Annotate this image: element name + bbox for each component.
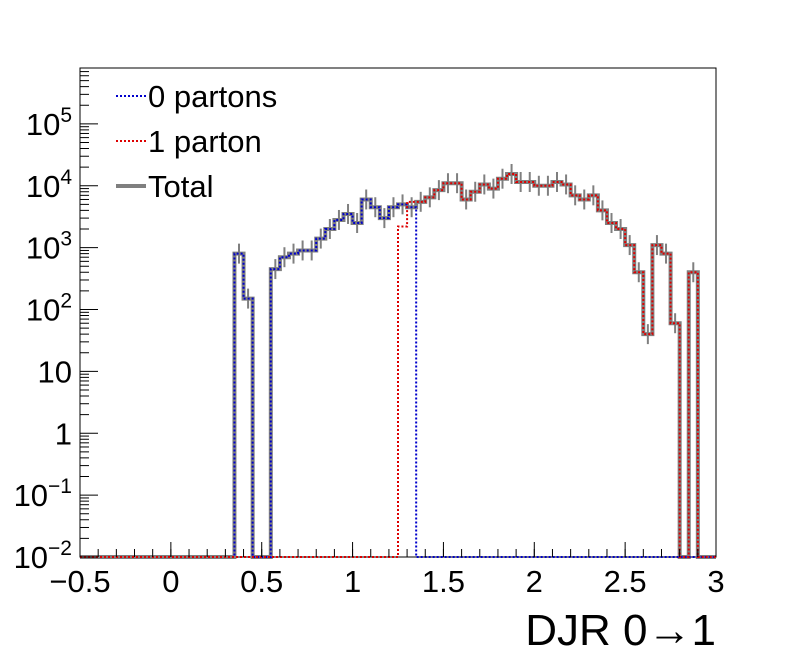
y-tick-label: 105 (26, 104, 72, 142)
x-tick-label: 1.5 (422, 564, 465, 599)
y-tick-label: 104 (26, 166, 72, 204)
legend-label: 1 parton (148, 124, 262, 159)
y-tick-label: 10 (38, 354, 72, 389)
legend-entry: Total (116, 169, 213, 204)
y-tick-label: 10−2 (14, 537, 72, 575)
series-0-partons (80, 198, 716, 558)
legend-label: Total (148, 169, 213, 204)
x-tick-label: 2.5 (604, 564, 647, 599)
y-tick-label: 102 (26, 290, 72, 328)
series-line (80, 172, 716, 558)
y-tick-label: 10−1 (14, 475, 72, 513)
x-tick-label: 1 (344, 564, 361, 599)
x-tick-label: 0.5 (240, 564, 283, 599)
series-1-parton (80, 172, 716, 558)
legend-entry: 1 parton (116, 124, 262, 159)
x-axis-title: DJR 0→1 (525, 606, 716, 655)
legend: 0 partons 1 parton Total (116, 79, 277, 204)
series-line (80, 198, 716, 558)
x-tick-label: 0 (162, 564, 179, 599)
x-tick-label: 2 (526, 564, 543, 599)
y-tick-label: 103 (26, 228, 72, 266)
axes-layer: −0.5 0 0.5 1 1.5 2 2.5 3 10−2 10−1 1 10 102 103 104 105 (14, 67, 725, 599)
series-layer (80, 163, 716, 559)
x-tick-label: −0.5 (49, 564, 110, 599)
legend-entry: 0 partons (116, 79, 277, 114)
legend-label: 0 partons (148, 79, 277, 114)
x-tick-label: 3 (707, 564, 724, 599)
y-tick-label: 1 (55, 416, 72, 451)
